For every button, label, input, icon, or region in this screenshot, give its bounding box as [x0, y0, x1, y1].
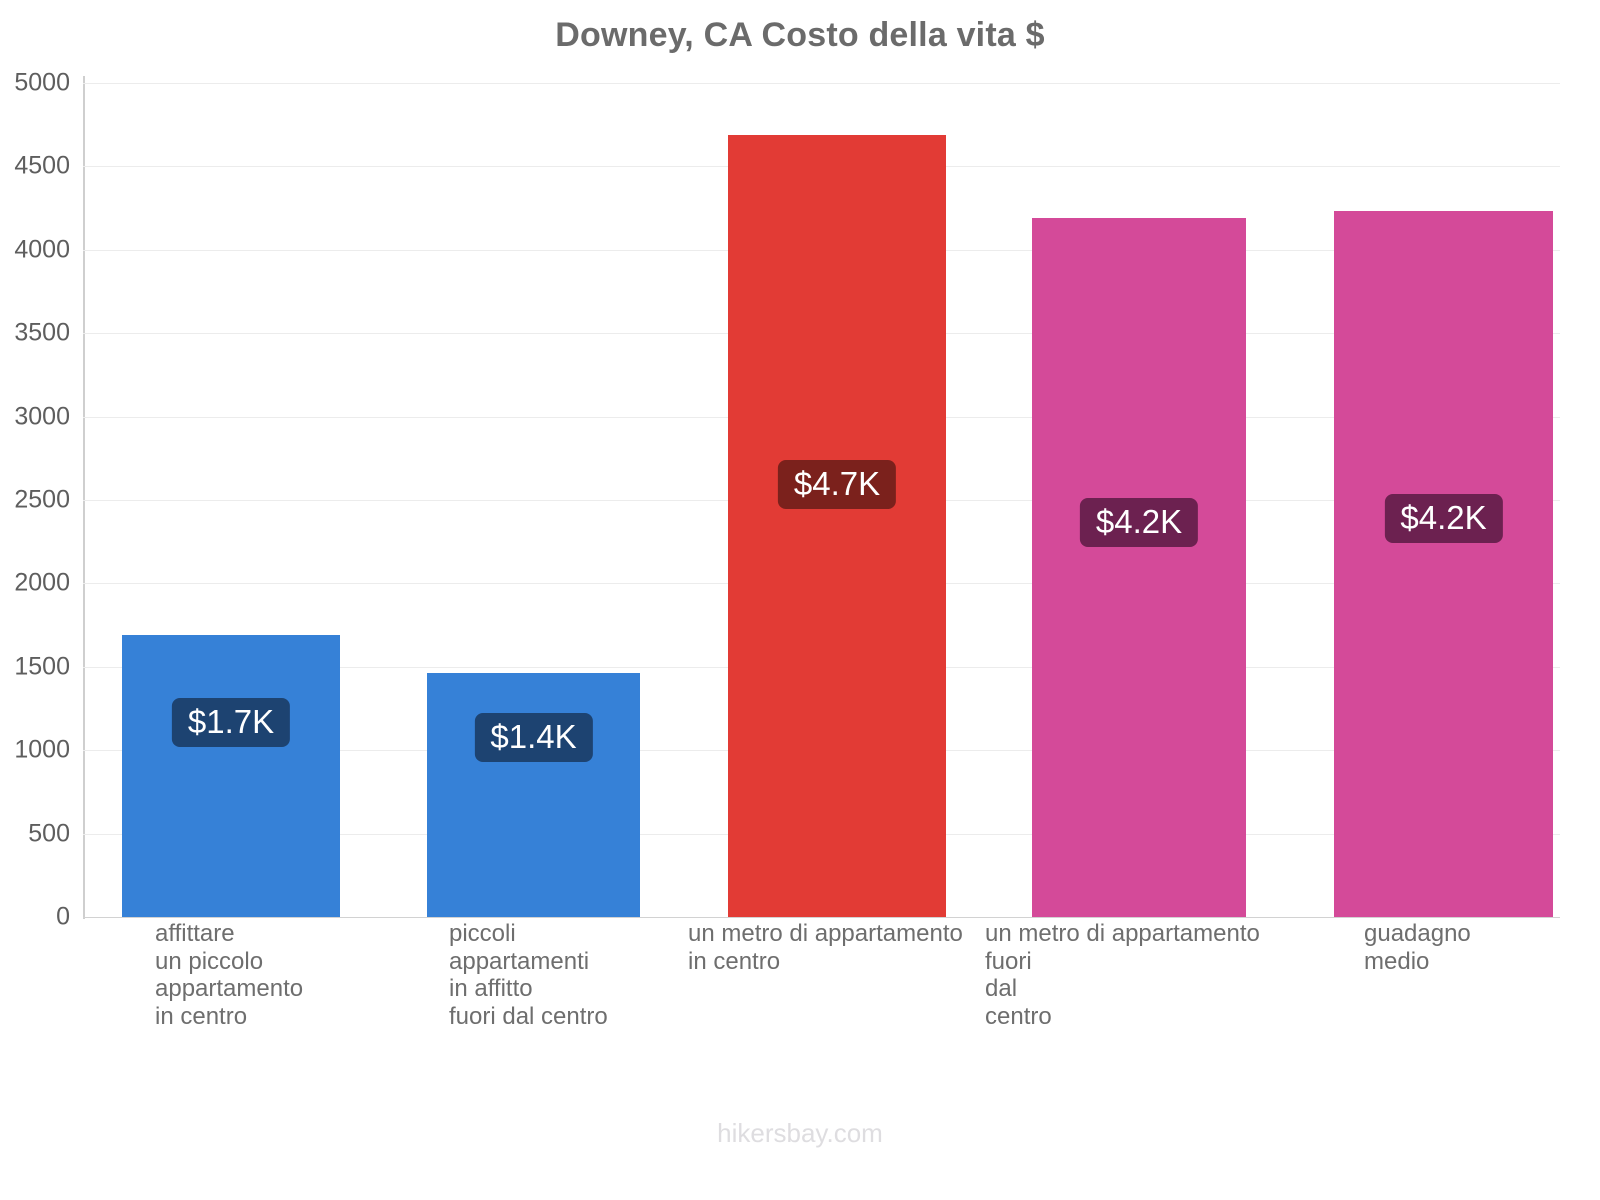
y-axis-tick-label: 2500: [14, 485, 70, 514]
bar-rect: [728, 134, 946, 917]
bar-value-label: $4.2K: [1079, 498, 1199, 547]
x-axis-category-label: affittare un piccolo appartamento in cen…: [155, 920, 304, 1030]
y-axis-tick-label: 4000: [14, 235, 70, 264]
x-axis-category-label: un metro di appartamento fuori dal centr…: [985, 920, 1260, 1030]
x-axis-category-labels: affittare un piccolo appartamento in cen…: [0, 920, 1600, 1060]
page-title: Downey, CA Costo della vita $: [555, 16, 1045, 54]
bar-value-label: $1.4K: [474, 713, 593, 762]
x-axis-category-label: guadagno medio: [1364, 920, 1471, 975]
y-axis-tick-label: 500: [28, 819, 70, 848]
y-axis-line: [83, 76, 85, 919]
gridline: [83, 83, 1560, 84]
y-axis-tick-label: 3000: [14, 402, 70, 431]
y-axis-tick-label: 2000: [14, 568, 70, 597]
y-axis-tick-labels: 5000 4500 4000 3500 3000 2500 2000 1500 1000 500 0: [0, 69, 70, 931]
bar-rect: [1032, 218, 1246, 917]
bar-value-label: $1.7K: [171, 698, 291, 747]
y-axis-tick-label: 1500: [14, 652, 70, 681]
watermark-footer: hikersbay.com: [717, 1118, 883, 1148]
bar-rect: [427, 673, 640, 917]
y-axis-tick-label: 5000: [14, 68, 70, 97]
plot-area: $1.7K $1.4K $4.7K $4.2K $4.2K: [83, 83, 1560, 918]
y-axis-tick-label: 1000: [14, 735, 70, 764]
bar[interactable]: $4.2K: [1032, 218, 1246, 917]
bar-rect: [122, 635, 340, 917]
x-axis-category-label: un metro di appartamento in centro: [688, 920, 963, 975]
y-axis-tick-label: 3500: [14, 318, 70, 347]
y-axis-tick-label: 0: [56, 902, 70, 931]
bar[interactable]: $4.7K: [728, 134, 946, 917]
y-axis-tick-label: 4500: [14, 151, 70, 180]
bar-rect: [1334, 211, 1553, 917]
bar-value-label: $4.2K: [1384, 494, 1503, 543]
bar[interactable]: $1.7K: [122, 635, 340, 917]
x-axis-category-label: piccoli appartamenti in affitto fuori da…: [449, 920, 608, 1030]
gridline: [83, 917, 1560, 918]
bar[interactable]: $1.4K: [427, 673, 640, 917]
bar[interactable]: $4.2K: [1334, 211, 1553, 917]
bar-value-label: $4.7K: [777, 460, 897, 509]
